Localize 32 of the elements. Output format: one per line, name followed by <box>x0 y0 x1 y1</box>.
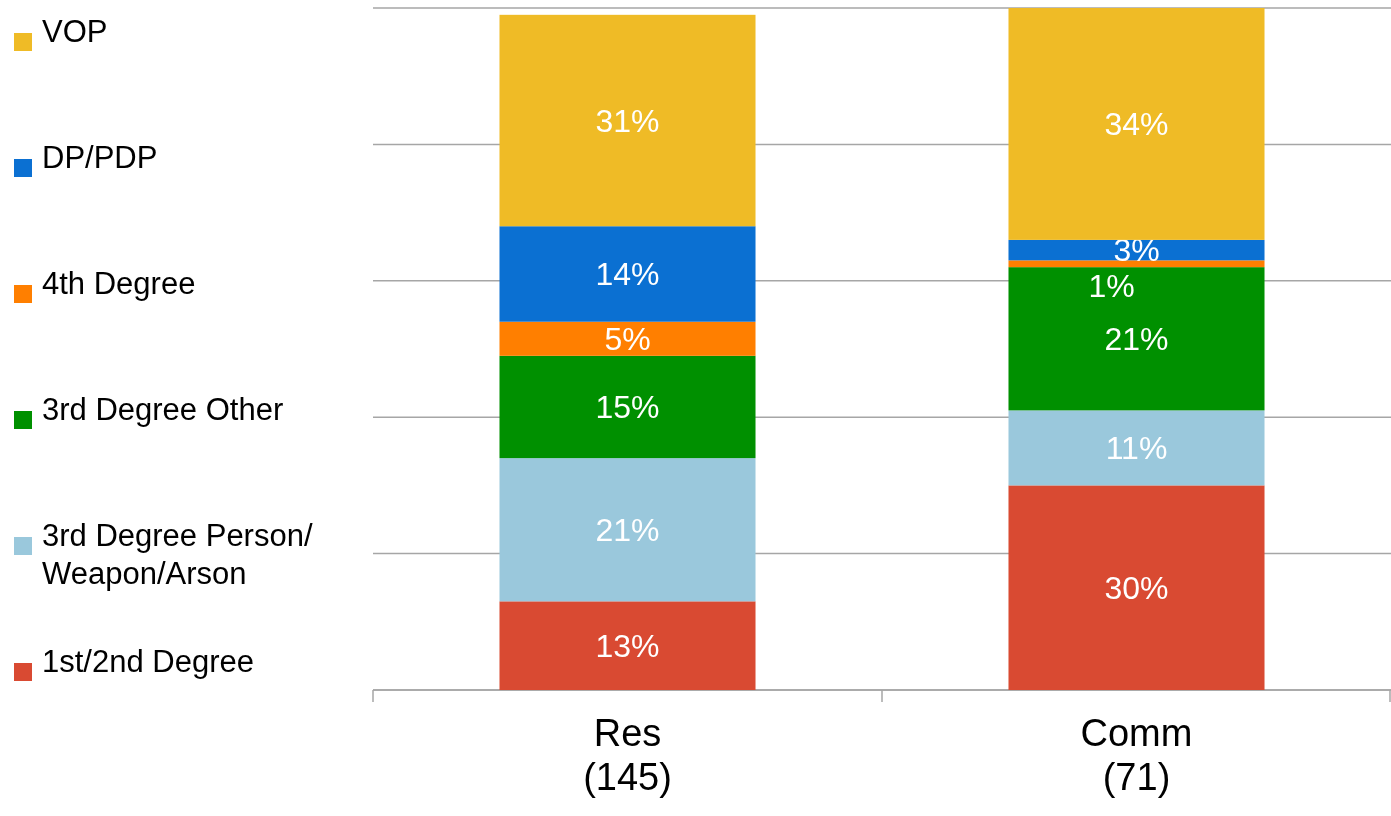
bar <box>1008 410 1265 486</box>
data-label: 34% <box>1104 106 1169 143</box>
bar <box>499 458 756 602</box>
data-label: 1% <box>1088 267 1135 304</box>
legend-label: 3rd Degree Person/Weapon/Arson <box>42 518 313 591</box>
data-label: 13% <box>595 627 660 664</box>
legend-label: 1st/2nd Degree <box>42 644 254 679</box>
data-label: 21% <box>1104 320 1169 357</box>
data-label: 5% <box>604 320 651 357</box>
x-tick-label: Res (145) <box>583 712 672 798</box>
bar <box>1008 267 1265 411</box>
data-label: 14% <box>595 256 660 293</box>
bar <box>1008 485 1265 690</box>
bar <box>1008 260 1265 268</box>
bar <box>499 14 756 227</box>
bar <box>499 601 756 690</box>
data-label: 31% <box>595 102 660 139</box>
data-label: 21% <box>595 511 660 548</box>
bar <box>1008 239 1265 261</box>
bar <box>499 226 756 322</box>
data-label: 11% <box>1105 430 1168 467</box>
data-label: 30% <box>1104 569 1169 606</box>
bar <box>1008 8 1265 240</box>
x-tick-label: Comm (71) <box>1080 712 1193 798</box>
legend-label: VOP <box>42 14 108 49</box>
data-label: 3% <box>1113 232 1160 269</box>
bar <box>499 355 756 459</box>
data-label: 15% <box>595 389 660 426</box>
legend-label: 4th Degree <box>42 266 196 301</box>
legend-label: 3rd Degree Other <box>42 392 284 427</box>
bar <box>499 321 756 356</box>
legend-label: DP/PDP <box>42 140 158 175</box>
